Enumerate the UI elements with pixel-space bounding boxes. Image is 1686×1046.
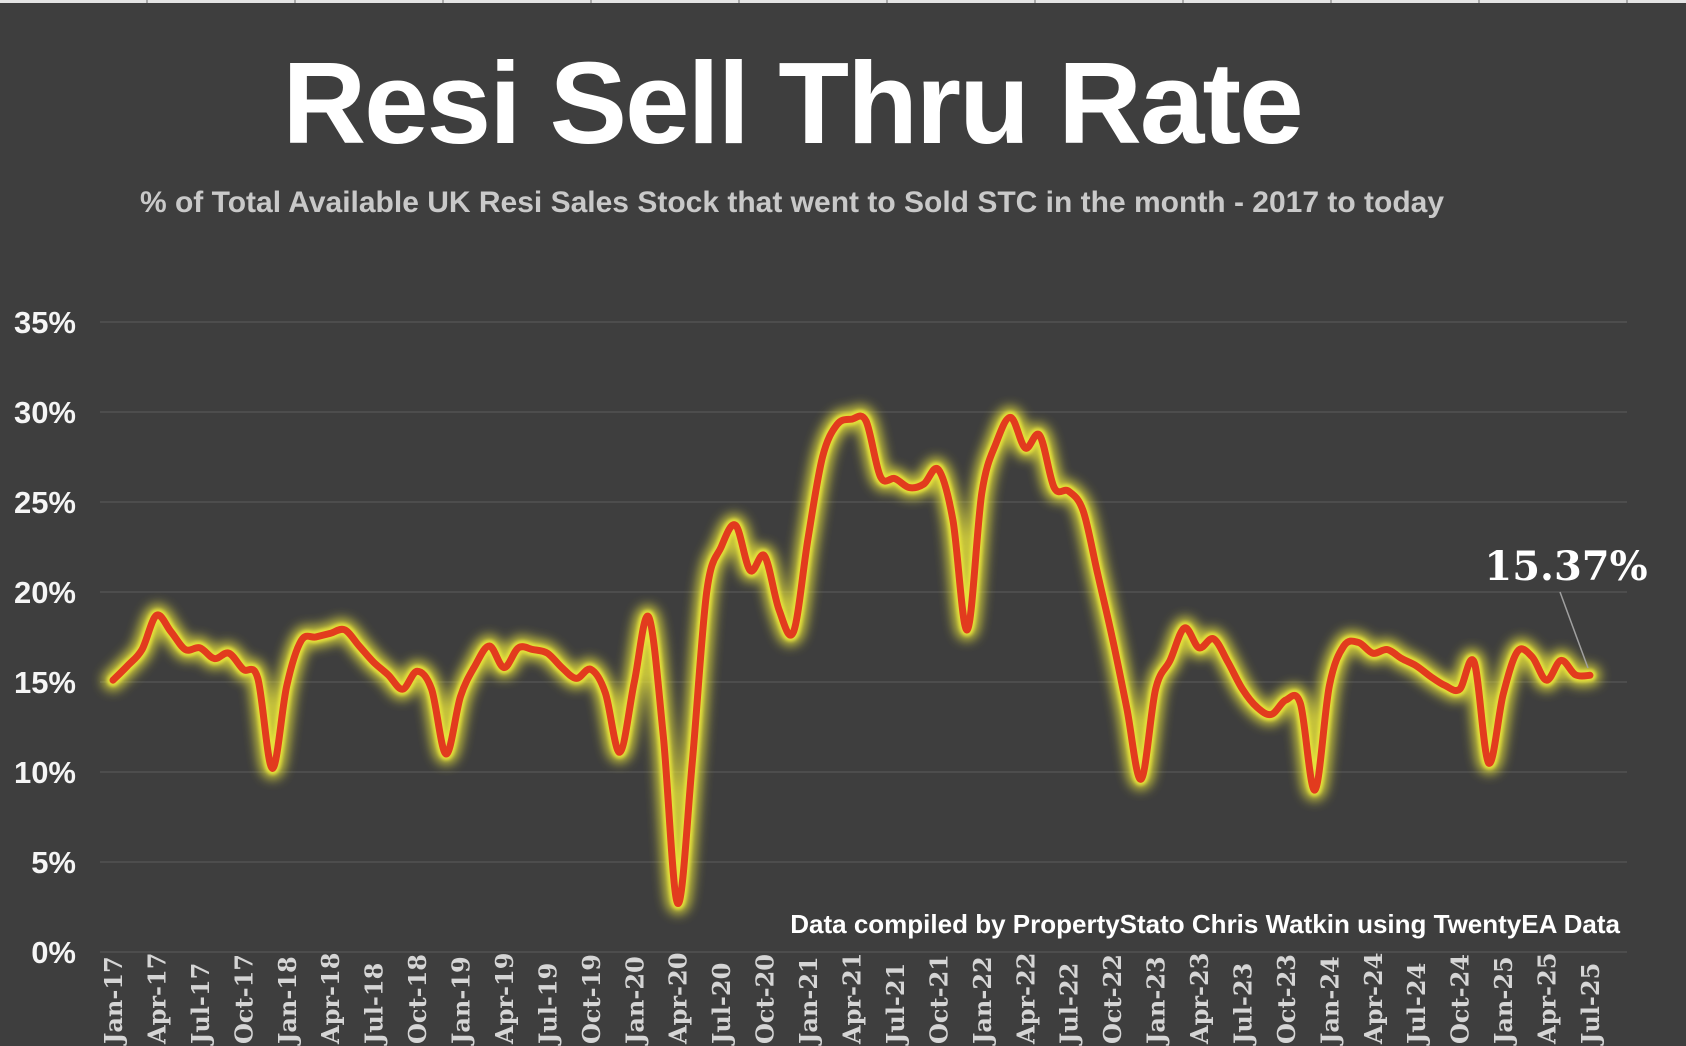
x-tick-label: Jul-25 — [1576, 963, 1605, 1046]
x-tick-label: Jan-23 — [1142, 956, 1171, 1046]
y-tick-label: 30% — [14, 395, 76, 430]
x-tick-label: Oct-17 — [229, 954, 258, 1044]
x-tick-label: Apr-20 — [664, 953, 693, 1045]
leader-line — [1559, 591, 1589, 669]
x-tick-label: Jan-21 — [794, 956, 823, 1046]
x-tick-label: Jan-25 — [1489, 956, 1518, 1046]
x-tick-label: Jan-24 — [1315, 956, 1344, 1046]
x-tick-label: Jul-24 — [1402, 963, 1431, 1046]
x-tick-label: Jan-19 — [447, 956, 476, 1046]
line-glow-outer — [102, 405, 1601, 915]
x-tick-label: Jul-23 — [1229, 963, 1258, 1046]
y-tick-label: 5% — [31, 845, 76, 880]
x-tick-label: Oct-23 — [1272, 954, 1301, 1044]
x-tick-label: Apr-23 — [1185, 953, 1214, 1045]
x-tick-label: Jan-22 — [968, 956, 997, 1046]
y-tick-label: 35% — [14, 305, 76, 340]
x-tick-label: Jul-18 — [360, 963, 389, 1046]
y-tick-label: 20% — [14, 575, 76, 610]
x-tick-label: Oct-18 — [403, 954, 432, 1044]
y-tick-label: 0% — [31, 935, 76, 970]
x-tick-label: Apr-18 — [316, 953, 345, 1045]
x-tick-label: Jan-17 — [99, 956, 128, 1046]
y-tick-label: 10% — [14, 755, 76, 790]
latest-value-label: 15.37% — [1484, 543, 1647, 590]
x-tick-label: Apr-24 — [1359, 953, 1388, 1045]
x-tick-label: Apr-22 — [1011, 953, 1040, 1045]
attribution-text: Data compiled by PropertyStato Chris Wat… — [790, 909, 1620, 939]
y-tick-label: 25% — [14, 485, 76, 520]
x-tick-label: Oct-21 — [924, 954, 953, 1044]
x-tick-label: Apr-19 — [490, 953, 519, 1045]
window-edge-strip — [0, 0, 1686, 3]
x-tick-label: Jul-22 — [1055, 963, 1084, 1046]
x-axis-labels: Jan-17 Apr-17 Jul-17 Oct-17 Jan-18 Apr-18 Jul-… — [99, 953, 1605, 1046]
x-tick-label: Jul-17 — [186, 963, 215, 1046]
y-tick-label: 15% — [14, 665, 76, 700]
x-tick-label: Jan-20 — [620, 956, 649, 1046]
x-tick-label: Jul-21 — [881, 963, 910, 1046]
page-subtitle: % of Total Available UK Resi Sales Stock… — [139, 185, 1445, 219]
chart-header: Resi Sell Thru Rate % of Total Available… — [0, 38, 1584, 220]
x-tick-label: Oct-24 — [1446, 954, 1475, 1044]
y-axis-labels: 0% 5% 10% 15% 20% 25% 30% 35% — [14, 305, 76, 970]
page-title: Resi Sell Thru Rate — [282, 38, 1303, 168]
x-tick-label: Oct-20 — [751, 954, 780, 1044]
x-tick-label: Apr-21 — [838, 953, 867, 1045]
x-tick-label: Jul-20 — [707, 963, 736, 1046]
x-tick-label: Jul-19 — [533, 963, 562, 1046]
x-tick-label: Oct-19 — [577, 954, 606, 1044]
x-tick-label: Apr-25 — [1533, 953, 1562, 1045]
x-tick-label: Oct-22 — [1098, 954, 1127, 1044]
x-tick-label: Jan-18 — [273, 956, 302, 1046]
sell-thru-line — [109, 412, 1594, 907]
x-tick-label: Apr-17 — [142, 953, 171, 1045]
